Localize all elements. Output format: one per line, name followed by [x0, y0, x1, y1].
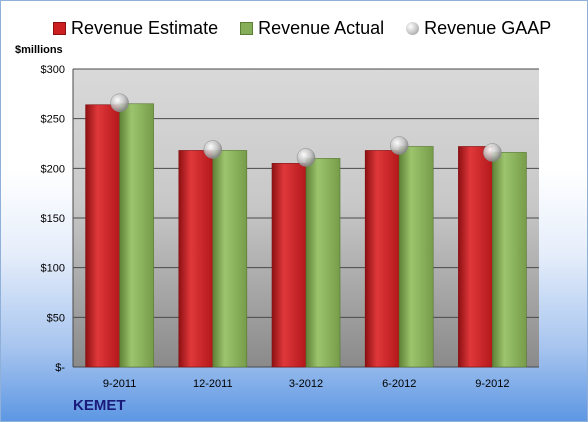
- marker-revenue-gaap: [389, 136, 409, 155]
- bar-revenue-actual: [212, 150, 248, 368]
- plot-area: $- $50 $100 $150 $200 $250 $300 9-2011 12-2011 3-…: [41, 64, 539, 390]
- legend: Revenue Estimate Revenue Actual Revenue …: [53, 16, 573, 40]
- marker-revenue-gaap: [203, 140, 223, 159]
- marker-revenue-gaap: [296, 148, 316, 167]
- legend-item-actual: Revenue Actual: [240, 18, 384, 39]
- bar-revenue-estimate: [178, 150, 214, 368]
- bar-revenue-estimate: [364, 150, 400, 368]
- bar-revenue-actual: [119, 103, 154, 368]
- legend-item-gaap: Revenue GAAP: [406, 18, 551, 39]
- bar-revenue-estimate: [271, 163, 307, 368]
- y-tick-label: $150: [41, 213, 65, 225]
- company-name: KEMET: [73, 397, 126, 414]
- y-tick-label: $50: [47, 312, 65, 324]
- legend-label-actual: Revenue Actual: [258, 17, 385, 38]
- x-tick-label: 3-2012: [289, 378, 323, 390]
- y-axis-unit-label: $millions: [15, 44, 63, 56]
- y-tick-label: $-: [55, 362, 65, 374]
- x-tick-label: 9-2012: [475, 378, 509, 390]
- legend-swatch-gaap: [406, 21, 420, 35]
- legend-swatch-actual: [240, 21, 254, 35]
- bar-revenue-estimate: [458, 146, 493, 368]
- marker-revenue-gaap: [483, 143, 502, 162]
- bar-revenue-actual: [492, 152, 527, 368]
- bar-revenue-actual: [398, 146, 434, 368]
- y-tick-label: $100: [41, 263, 65, 275]
- bar-revenue-actual: [305, 158, 341, 368]
- x-tick-label: 6-2012: [382, 378, 416, 390]
- x-tick-label: 9-2011: [103, 378, 136, 390]
- marker-revenue-gaap: [110, 93, 129, 113]
- y-tick-label: $300: [41, 64, 65, 76]
- legend-swatch-estimate: [53, 21, 66, 35]
- legend-label-estimate: Revenue Estimate: [71, 17, 219, 38]
- legend-label-gaap: Revenue GAAP: [424, 17, 552, 38]
- x-tick-label: 12-2011: [193, 378, 233, 390]
- legend-item-estimate: Revenue Estimate: [53, 18, 218, 39]
- y-tick-label: $250: [41, 114, 65, 126]
- y-tick-label: $200: [41, 163, 65, 175]
- bar-revenue-estimate: [85, 104, 120, 368]
